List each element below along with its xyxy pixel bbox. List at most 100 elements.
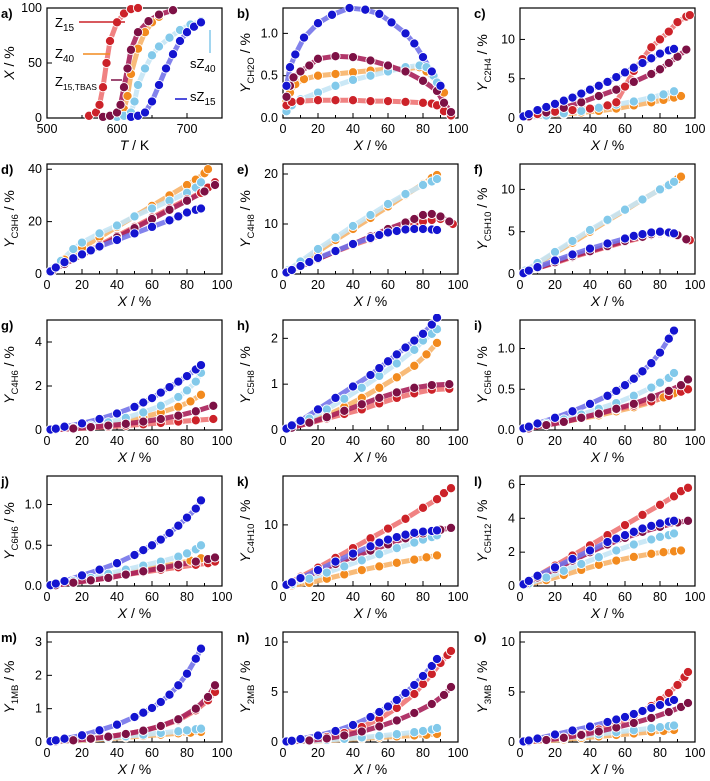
data-point-Z15 <box>400 513 411 524</box>
data-point-Z15_TBAS <box>118 82 130 93</box>
data-point-Z15 <box>208 413 219 425</box>
data-point-Z40 <box>409 360 420 371</box>
data-point-Z15_TBAS <box>426 698 437 710</box>
data-point-sZ15 <box>94 413 105 425</box>
y-tick-label: 0 <box>271 423 278 437</box>
data-point-sZ15 <box>146 393 158 404</box>
data-point-Z15_TBAS <box>426 380 437 391</box>
data-point-Z15_TBAS <box>391 387 402 398</box>
data-point-sZ40 <box>153 41 165 52</box>
data-point-Z15_TBAS <box>611 84 622 95</box>
data-point-sZ15 <box>602 536 613 548</box>
y-tick-label: 0 <box>508 579 515 593</box>
data-point-Z15_TBAS <box>208 400 219 411</box>
data-point-sZ15 <box>611 385 622 396</box>
data-point-Z15_TBAS <box>173 559 184 570</box>
data-point-Z15 <box>400 96 411 107</box>
data-point-Z40 <box>173 401 184 412</box>
y-tick-label: 2 <box>271 331 278 345</box>
x-axis-title: X / % <box>117 293 151 309</box>
data-point-Z15_TBAS <box>409 382 420 393</box>
y-axis-title-unit: / % <box>474 346 490 370</box>
data-point-sZ40 <box>593 102 604 113</box>
data-point-sZ40 <box>646 92 657 103</box>
data-point-sZ15 <box>637 705 648 717</box>
data-point-sZ40 <box>339 393 350 404</box>
data-point-sZ40 <box>139 63 151 74</box>
x-tick-label: 80 <box>416 746 430 760</box>
data-point-sZ40 <box>409 727 420 738</box>
panel-label: o) <box>474 630 486 645</box>
data-point-sZ15 <box>281 80 292 91</box>
data-point-sZ15 <box>431 525 443 536</box>
data-point-sZ40 <box>654 722 666 733</box>
data-point-sZ40 <box>129 211 140 222</box>
data-point-Z15_TBAS <box>365 55 376 66</box>
data-point-Z15_TBAS <box>374 721 385 732</box>
data-point-sZ15 <box>365 232 376 244</box>
x-tick-label: 20 <box>75 434 89 448</box>
y-tick-label: 0 <box>271 735 278 749</box>
data-point-Z15_TBAS <box>409 707 420 719</box>
x-tick-label: 20 <box>548 434 562 448</box>
data-point-Z15_TBAS <box>681 234 692 245</box>
data-point-sZ40 <box>668 367 680 379</box>
data-point-sZ15 <box>549 562 561 573</box>
data-point-sZ40 <box>155 400 166 411</box>
data-point-Z40 <box>330 68 341 80</box>
data-point-sZ40 <box>321 567 332 578</box>
x-tick-label: 40 <box>346 746 360 760</box>
data-point-sZ15 <box>549 412 561 423</box>
data-point-sZ15 <box>111 719 123 730</box>
data-point-sZ15 <box>523 575 534 586</box>
y-axis-title: YC5H8 / % <box>237 346 257 404</box>
data-point-Z15 <box>382 523 394 534</box>
series-line-Z15_TBAS <box>289 381 452 431</box>
data-point-sZ15 <box>523 735 534 746</box>
y-tick-label: 10 <box>501 635 515 649</box>
data-point-Z15_TBAS <box>120 418 131 429</box>
x-tick-label: 100 <box>685 590 706 604</box>
data-point-sZ40 <box>646 723 657 734</box>
data-point-sZ15 <box>347 719 359 731</box>
y-axis-title: YC3H6 / % <box>1 190 21 248</box>
x-tick-label: 100 <box>212 278 233 292</box>
data-point-Z40 <box>122 90 133 102</box>
x-tick-label: 60 <box>381 746 395 760</box>
data-point-Z15_TBAS <box>153 9 165 20</box>
data-point-sZ40 <box>181 548 193 559</box>
x-axis-title-symbol: X <box>353 449 364 465</box>
y-tick-label: 5 <box>508 685 515 699</box>
data-point-Z15_TBAS <box>295 66 306 77</box>
data-point-Z15 <box>654 499 666 510</box>
data-point-Z15_TBAS <box>347 52 359 63</box>
data-point-Z15 <box>365 96 376 107</box>
data-point-sZ15 <box>558 95 569 106</box>
data-point-sZ15 <box>646 227 657 238</box>
data-point-sZ15 <box>431 224 443 236</box>
data-point-Z15_TBAS <box>541 420 552 431</box>
data-point-sZ15 <box>628 230 639 241</box>
x-tick-label: 80 <box>180 590 194 604</box>
data-point-sZ15 <box>567 406 578 417</box>
data-point-sZ15 <box>391 694 402 706</box>
x-tick-label: 0 <box>517 746 524 760</box>
series-line-Z40 <box>289 552 440 588</box>
data-point-sZ15 <box>181 668 193 679</box>
data-point-sZ15 <box>312 730 324 741</box>
legend-label-Z15-TBAS: Z15,TBAS <box>55 74 97 92</box>
data-point-sZ15 <box>155 696 166 708</box>
data-point-sZ15 <box>164 527 175 539</box>
y-tick-label: 1.0 <box>498 342 515 356</box>
data-point-sZ40 <box>602 214 613 225</box>
y-tick-label: 0 <box>35 735 42 749</box>
data-point-Z15_TBAS <box>209 179 221 191</box>
x-axis-title-symbol: X <box>117 293 128 309</box>
data-point-sZ40 <box>558 565 569 576</box>
data-point-sZ15 <box>111 408 123 419</box>
x-axis-title: X / % <box>353 761 387 777</box>
y-axis-title-symbol: Y <box>474 393 490 404</box>
data-point-sZ15 <box>374 537 385 548</box>
data-point-sZ40 <box>628 539 639 550</box>
